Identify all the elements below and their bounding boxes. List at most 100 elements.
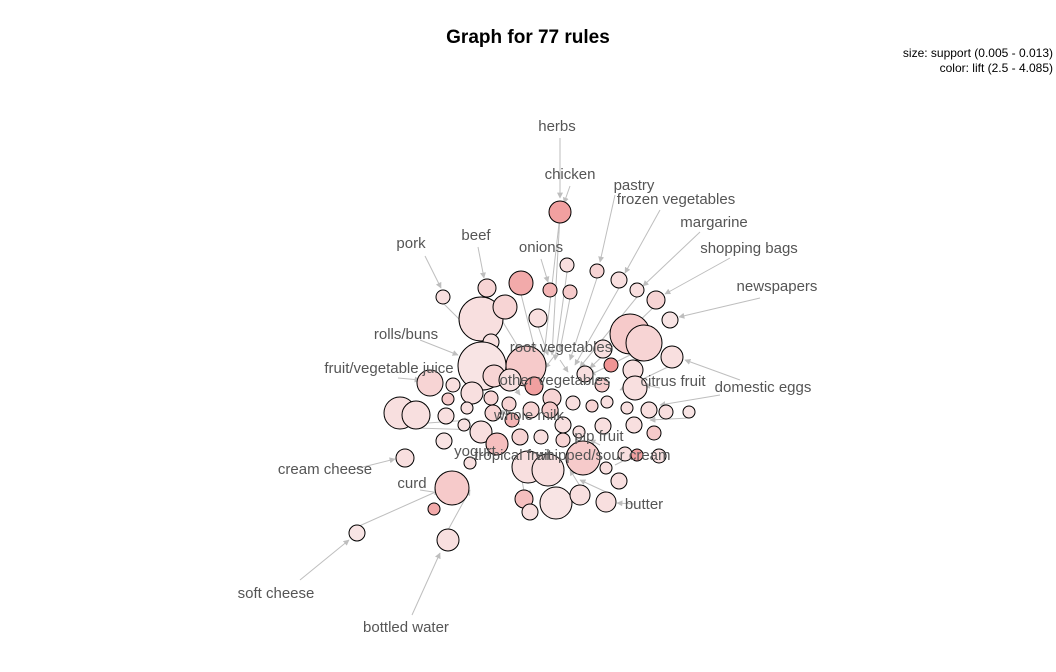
- item-label: chicken: [545, 166, 596, 183]
- rule-node: [427, 502, 441, 516]
- item-label: butter: [625, 496, 663, 513]
- rule-node: [435, 432, 453, 450]
- legend-size-line: size: support (0.005 - 0.013): [902, 46, 1053, 60]
- rule-edge: [684, 359, 741, 381]
- item-label: citrus fruit: [640, 373, 706, 390]
- rule-node: [521, 503, 539, 521]
- rule-edge: [477, 246, 486, 279]
- rule-node: [630, 448, 644, 462]
- item-label: cream cheese: [278, 461, 372, 478]
- rule-node: [541, 401, 559, 419]
- rule-edge: [616, 500, 635, 507]
- rule-node: [434, 470, 470, 506]
- legend-color-line: color: lift (2.5 - 4.085): [939, 61, 1053, 75]
- rule-edge: [540, 258, 550, 283]
- rule-edge: [649, 416, 690, 423]
- rule-node: [492, 294, 518, 320]
- rule-node: [559, 257, 575, 273]
- item-label: domestic eggs: [715, 379, 812, 396]
- rule-node: [585, 399, 599, 413]
- rule-edge: [624, 209, 661, 274]
- rule-node: [531, 453, 565, 487]
- rule-node: [610, 271, 628, 289]
- rule-edge: [579, 296, 638, 368]
- rule-node: [395, 448, 415, 468]
- rule-node: [460, 401, 474, 415]
- rule-node: [445, 377, 461, 393]
- item-label: curd: [397, 475, 426, 492]
- item-label: beef: [461, 227, 491, 244]
- rule-node: [528, 308, 548, 328]
- rule-node: [485, 432, 509, 456]
- rule-edge: [559, 359, 569, 373]
- rule-node: [548, 200, 572, 224]
- rule-node: [484, 404, 502, 422]
- rule-edge: [642, 231, 701, 287]
- rule-edge: [678, 297, 761, 319]
- rule-edge: [644, 383, 661, 390]
- rule-node: [511, 428, 529, 446]
- rule-edge: [415, 426, 481, 433]
- item-label: other vegetables: [500, 372, 611, 389]
- rule-node: [542, 282, 558, 298]
- rule-node: [435, 289, 451, 305]
- rule-edge: [579, 479, 607, 493]
- legend: size: support (0.005 - 0.013) color: lif…: [903, 46, 1053, 76]
- rule-edge: [397, 376, 421, 383]
- rule-node: [533, 429, 549, 445]
- rule-node: [625, 324, 663, 362]
- item-label: frozen vegetables: [617, 191, 735, 208]
- rule-edge: [664, 257, 731, 295]
- rule-node: [660, 345, 684, 369]
- rule-edge: [299, 539, 350, 581]
- rule-node: [504, 412, 520, 428]
- rule-edge: [424, 255, 442, 289]
- rule-node: [600, 395, 614, 409]
- rule-nodes-layer: [348, 200, 696, 552]
- rule-edge: [419, 339, 459, 356]
- item-label: soft cheese: [238, 585, 315, 602]
- rule-edge: [574, 287, 620, 366]
- rule-edge: [562, 185, 571, 204]
- rule-edge: [537, 325, 550, 356]
- rule-node: [620, 401, 634, 415]
- item-label: margarine: [680, 214, 748, 231]
- rule-node: [460, 381, 484, 405]
- item-label: herbs: [538, 118, 576, 135]
- item-label: newspapers: [737, 278, 818, 295]
- item-label: root vegetables: [510, 339, 613, 356]
- rule-node: [477, 278, 497, 298]
- rule-node: [416, 369, 444, 397]
- item-label: fruit/vegetable juice: [324, 360, 453, 377]
- rule-node: [651, 448, 667, 464]
- rule-node: [629, 282, 645, 298]
- rule-node: [508, 270, 534, 296]
- rule-node: [610, 472, 628, 490]
- rule-node: [603, 357, 619, 373]
- rule-node: [437, 407, 455, 425]
- rule-node: [565, 440, 601, 476]
- rule-node: [469, 420, 493, 444]
- graph-title: Graph for 77 rules: [446, 27, 610, 48]
- rule-node: [594, 417, 612, 435]
- item-label: pastry: [614, 177, 655, 194]
- item-label: whipped/sour cream: [534, 447, 670, 464]
- rule-edge: [356, 489, 441, 528]
- rule-node: [501, 396, 517, 412]
- rule-node: [555, 432, 571, 448]
- item-label: tropical fruit: [474, 447, 552, 464]
- rule-node: [401, 400, 431, 430]
- rule-node: [646, 290, 666, 310]
- item-label: pork: [396, 235, 426, 252]
- rule-node: [562, 284, 578, 300]
- rule-node: [589, 263, 605, 279]
- rule-edge: [549, 214, 561, 356]
- rule-node: [595, 491, 617, 513]
- rule-node: [661, 311, 679, 329]
- rule-edge: [354, 457, 396, 470]
- rule-node: [599, 461, 613, 475]
- rule-edge: [589, 439, 601, 446]
- rule-edge: [544, 354, 556, 369]
